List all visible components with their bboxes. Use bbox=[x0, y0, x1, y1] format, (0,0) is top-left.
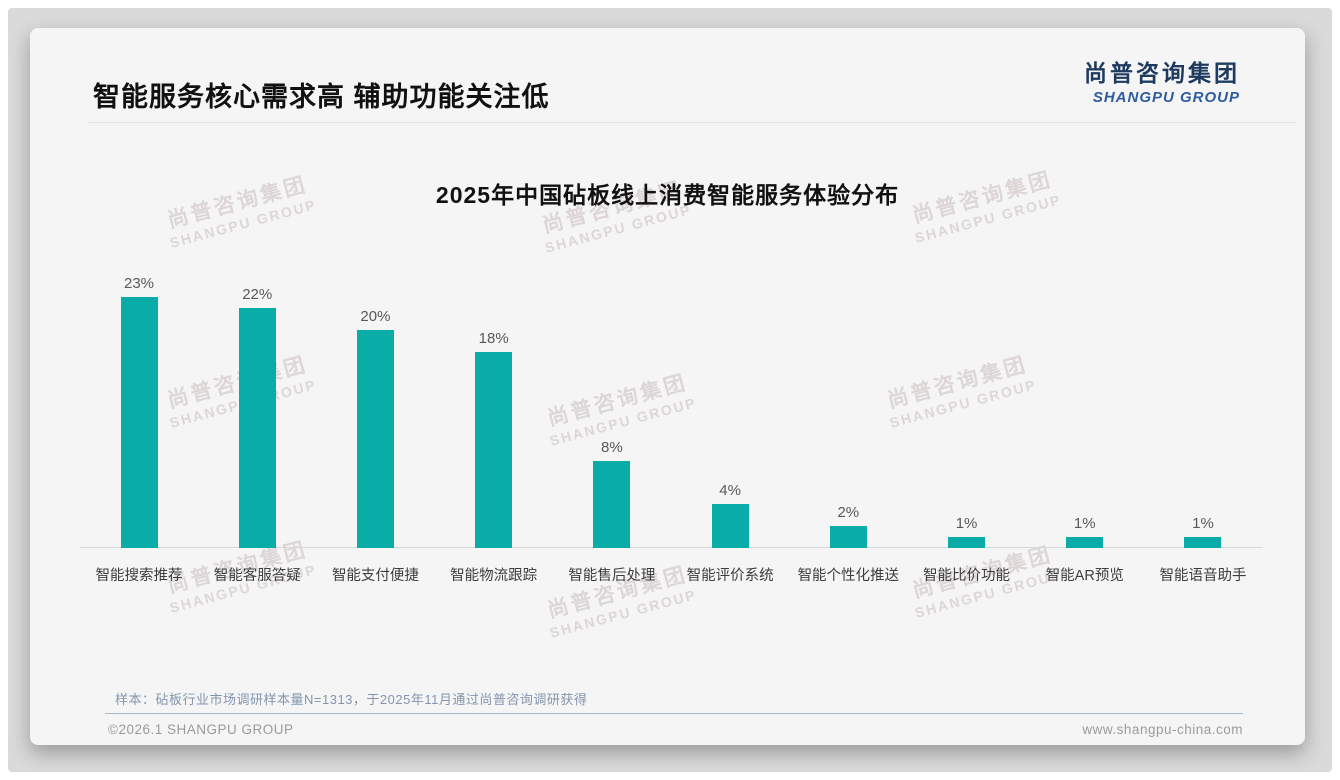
x-axis-category-label: 智能比价功能 bbox=[923, 568, 1011, 584]
bar-value-label: 20% bbox=[360, 308, 391, 325]
bar-group: 1% 智能AR预览 bbox=[1027, 515, 1143, 584]
bar-value-label: 18% bbox=[478, 329, 509, 347]
page-title: 智能服务核心需求高 辅助功能关注低 bbox=[93, 82, 550, 112]
x-axis-category-label: 智能AR预览 bbox=[1045, 568, 1124, 584]
bar-group: 1% 智能语音助手 bbox=[1145, 515, 1261, 584]
bar[interactable] bbox=[238, 308, 276, 548]
bar-value-label: 23% bbox=[123, 275, 155, 293]
bar-group: 2% 智能个性化推送 bbox=[790, 504, 906, 584]
bar-value-label: 8% bbox=[601, 438, 623, 456]
bar-group: 8% 智能售后处理 bbox=[554, 438, 670, 584]
watermark-en-text: SHANGPU GROUP bbox=[548, 586, 699, 642]
x-axis-category-label: 智能评价系统 bbox=[686, 568, 774, 584]
bar-value-label: 1% bbox=[1192, 515, 1214, 533]
bar-group: 20% 智能支付便捷 bbox=[317, 308, 433, 584]
x-axis-category-label: 智能支付便捷 bbox=[331, 568, 419, 584]
bar[interactable] bbox=[829, 526, 867, 548]
bar-value-label: 1% bbox=[1073, 515, 1096, 533]
slide-card: 尚普咨询集团 SHANGPU GROUP 尚普咨询集团 SHANGPU GROU… bbox=[30, 28, 1305, 745]
bar[interactable] bbox=[120, 297, 158, 548]
x-axis-category-label: 智能物流跟踪 bbox=[450, 568, 538, 584]
x-axis-category-label: 智能搜索推荐 bbox=[95, 568, 183, 584]
bar[interactable] bbox=[356, 330, 394, 548]
x-axis-category-label: 智能个性化推送 bbox=[797, 568, 900, 584]
x-axis-category-label: 智能售后处理 bbox=[568, 568, 656, 584]
bar-group: 4% 智能评价系统 bbox=[672, 482, 788, 584]
bar[interactable] bbox=[1066, 537, 1104, 548]
x-axis-line bbox=[80, 547, 1262, 548]
bar-chart-plot-area: 23% 智能搜索推荐 22% 智能客服答疑 20% 智能支付便捷 18% 智能物流跟踪 8% 智能… bbox=[80, 266, 1262, 588]
company-logo: 尚普咨询集团 SHANGPU GROUP bbox=[1084, 54, 1240, 106]
footer-divider bbox=[105, 713, 1243, 714]
logo-en-text: SHANGPU GROUP bbox=[1092, 89, 1240, 106]
bar-value-label: 22% bbox=[242, 286, 273, 304]
bar[interactable] bbox=[948, 537, 986, 548]
bar-value-label: 4% bbox=[719, 482, 741, 500]
bar-group: 22% 智能客服答疑 bbox=[199, 286, 315, 584]
footer-copyright: ©2026.1 SHANGPU GROUP bbox=[108, 722, 294, 737]
title-divider bbox=[88, 122, 1297, 123]
x-axis-category-label: 智能客服答疑 bbox=[213, 568, 301, 584]
bar-group: 18% 智能物流跟踪 bbox=[436, 329, 552, 584]
bar-value-label: 1% bbox=[955, 515, 978, 533]
footer-website-link[interactable]: www.shangpu-china.com bbox=[1082, 722, 1243, 737]
bar[interactable] bbox=[475, 351, 513, 548]
logo-cn-text: 尚普咨询集团 bbox=[1084, 60, 1240, 86]
sample-note: 样本：砧板行业市场调研样本量N=1313，于2025年11月通过尚普咨询调研获得 bbox=[115, 692, 588, 707]
bar-group: 23% 智能搜索推荐 bbox=[81, 275, 197, 584]
bar[interactable] bbox=[711, 504, 749, 548]
bar-group: 1% 智能比价功能 bbox=[909, 515, 1025, 584]
bar[interactable] bbox=[593, 460, 631, 548]
bar-value-label: 2% bbox=[837, 504, 860, 522]
x-axis-category-label: 智能语音助手 bbox=[1159, 568, 1247, 584]
chart-title: 2025年中国砧板线上消费智能服务体验分布 bbox=[435, 182, 900, 208]
bar[interactable] bbox=[1184, 537, 1222, 548]
